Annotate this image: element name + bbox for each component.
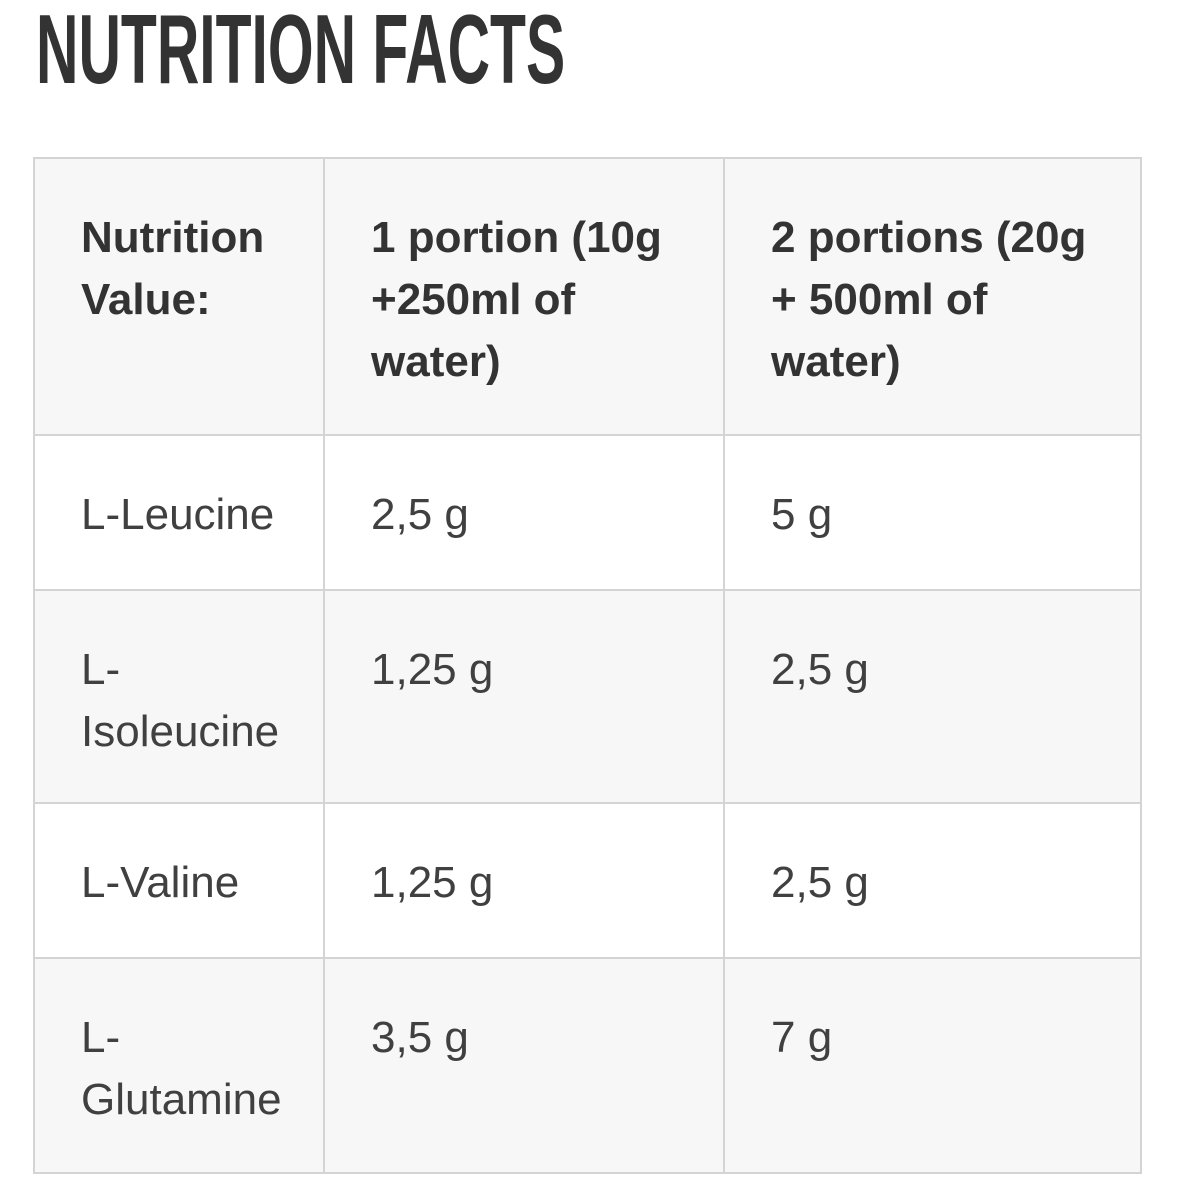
column-header-nutrition-value: Nutrition Value: xyxy=(33,157,325,436)
column-header-1-portion: 1 portion (10g +250ml of water) xyxy=(323,157,725,436)
ingredient-name-cell: L- Isoleucine xyxy=(33,589,325,804)
ingredient-name-cell: L-Leucine xyxy=(33,434,325,591)
ingredient-name-cell: L-Valine xyxy=(33,802,325,959)
portion-2-value-cell: 2,5 g xyxy=(723,802,1142,959)
portion-1-value-cell: 1,25 g xyxy=(323,589,725,804)
ingredient-name-cell: L- Glutamine xyxy=(33,957,325,1174)
portion-1-value-cell: 1,25 g xyxy=(323,802,725,959)
portion-2-value-cell: 7 g xyxy=(723,957,1142,1174)
portion-2-value-cell: 2,5 g xyxy=(723,589,1142,804)
table-row-l-leucine: L-Leucine 2,5 g 5 g xyxy=(33,434,1142,591)
page: NUTRITION FACTS Nutrition Value: 1 porti… xyxy=(33,0,1142,1174)
nutrition-facts-table: Nutrition Value: 1 portion (10g +250ml o… xyxy=(33,157,1142,1174)
table-header-row: Nutrition Value: 1 portion (10g +250ml o… xyxy=(33,157,1142,436)
table-row-l-isoleucine: L- Isoleucine 1,25 g 2,5 g xyxy=(33,589,1142,804)
table-row-l-valine: L-Valine 1,25 g 2,5 g xyxy=(33,802,1142,959)
portion-1-value-cell: 3,5 g xyxy=(323,957,725,1174)
page-title: NUTRITION FACTS xyxy=(36,0,566,104)
table-row-l-glutamine: L- Glutamine 3,5 g 7 g xyxy=(33,957,1142,1174)
column-header-2-portions: 2 portions (20g + 500ml of water) xyxy=(723,157,1142,436)
portion-2-value-cell: 5 g xyxy=(723,434,1142,591)
portion-1-value-cell: 2,5 g xyxy=(323,434,725,591)
